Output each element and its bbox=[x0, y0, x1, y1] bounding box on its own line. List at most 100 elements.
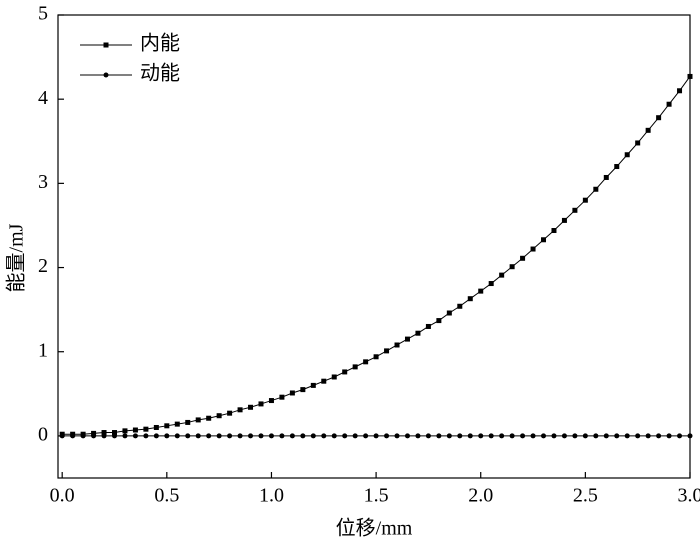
data-point bbox=[206, 433, 211, 438]
data-point bbox=[667, 433, 672, 438]
data-point bbox=[436, 318, 441, 323]
data-point bbox=[395, 433, 400, 438]
data-point bbox=[468, 433, 473, 438]
data-point bbox=[332, 374, 337, 379]
data-point bbox=[269, 398, 274, 403]
x-tick-label: 1.0 bbox=[259, 485, 284, 507]
data-point bbox=[353, 364, 358, 369]
data-point bbox=[102, 433, 107, 438]
y-tick-label: 1 bbox=[38, 339, 48, 361]
data-point bbox=[321, 379, 326, 384]
data-point bbox=[248, 433, 253, 438]
data-point bbox=[279, 433, 284, 438]
data-point bbox=[635, 433, 640, 438]
data-point bbox=[405, 433, 410, 438]
data-point bbox=[311, 383, 316, 388]
data-point bbox=[143, 427, 148, 432]
data-point bbox=[415, 331, 420, 336]
data-point bbox=[635, 140, 640, 145]
data-point bbox=[510, 264, 515, 269]
data-point bbox=[541, 237, 546, 242]
data-point bbox=[510, 433, 515, 438]
data-point bbox=[447, 311, 452, 316]
data-point bbox=[551, 228, 556, 233]
data-point bbox=[677, 88, 682, 93]
data-point bbox=[384, 348, 389, 353]
data-point bbox=[164, 433, 169, 438]
data-point bbox=[217, 413, 222, 418]
data-point bbox=[143, 433, 148, 438]
data-point bbox=[133, 433, 138, 438]
data-point bbox=[227, 433, 232, 438]
data-point bbox=[499, 273, 504, 278]
data-point bbox=[499, 433, 504, 438]
data-point bbox=[457, 433, 462, 438]
data-point bbox=[625, 433, 630, 438]
data-point bbox=[227, 411, 232, 416]
data-point bbox=[614, 164, 619, 169]
data-point bbox=[258, 401, 263, 406]
data-point bbox=[656, 433, 661, 438]
data-point bbox=[426, 324, 431, 329]
data-point bbox=[688, 74, 693, 79]
data-point bbox=[269, 433, 274, 438]
data-point bbox=[646, 128, 651, 133]
data-point bbox=[468, 296, 473, 301]
data-point bbox=[415, 433, 420, 438]
data-point bbox=[520, 433, 525, 438]
data-point bbox=[300, 387, 305, 392]
data-point bbox=[122, 433, 127, 438]
data-point bbox=[332, 433, 337, 438]
data-point bbox=[395, 342, 400, 347]
data-point bbox=[604, 175, 609, 180]
data-point bbox=[405, 337, 410, 342]
data-point bbox=[279, 395, 284, 400]
data-point bbox=[457, 304, 462, 309]
data-point bbox=[238, 433, 243, 438]
data-point bbox=[374, 354, 379, 359]
data-point bbox=[531, 247, 536, 252]
data-point bbox=[81, 433, 86, 438]
y-tick-label: 5 bbox=[38, 3, 48, 25]
data-point bbox=[478, 289, 483, 294]
data-point bbox=[593, 187, 598, 192]
data-point bbox=[258, 433, 263, 438]
data-point bbox=[667, 102, 672, 107]
legend-label: 动能 bbox=[140, 62, 180, 85]
data-point bbox=[562, 218, 567, 223]
data-point bbox=[489, 281, 494, 286]
y-tick-label: 2 bbox=[38, 255, 48, 277]
x-tick-label: 2.5 bbox=[573, 485, 598, 507]
data-point bbox=[436, 433, 441, 438]
data-point bbox=[342, 369, 347, 374]
data-point bbox=[614, 433, 619, 438]
data-point bbox=[290, 433, 295, 438]
data-point bbox=[478, 433, 483, 438]
data-point bbox=[583, 433, 588, 438]
data-point bbox=[551, 433, 556, 438]
data-point bbox=[175, 433, 180, 438]
data-point bbox=[164, 423, 169, 428]
data-point bbox=[384, 433, 389, 438]
data-point bbox=[677, 433, 682, 438]
data-point bbox=[196, 433, 201, 438]
data-point bbox=[185, 420, 190, 425]
data-point bbox=[311, 433, 316, 438]
data-point bbox=[593, 433, 598, 438]
data-point bbox=[489, 433, 494, 438]
data-point bbox=[531, 433, 536, 438]
data-point bbox=[374, 433, 379, 438]
data-point bbox=[238, 407, 243, 412]
x-axis-label: 位移/mm bbox=[336, 517, 413, 540]
data-point bbox=[426, 433, 431, 438]
data-point bbox=[604, 433, 609, 438]
data-point bbox=[583, 198, 588, 203]
x-tick-label: 0.5 bbox=[154, 485, 179, 507]
data-point bbox=[112, 433, 117, 438]
data-point bbox=[321, 433, 326, 438]
y-tick-label: 4 bbox=[38, 87, 48, 109]
data-point bbox=[60, 433, 65, 438]
data-point bbox=[363, 433, 368, 438]
data-point bbox=[572, 208, 577, 213]
